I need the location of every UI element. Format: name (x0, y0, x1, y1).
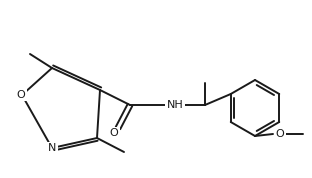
Text: O: O (17, 90, 25, 100)
Text: N: N (48, 143, 56, 153)
Text: O: O (110, 128, 118, 138)
Text: NH: NH (167, 100, 183, 110)
Text: O: O (275, 129, 284, 139)
